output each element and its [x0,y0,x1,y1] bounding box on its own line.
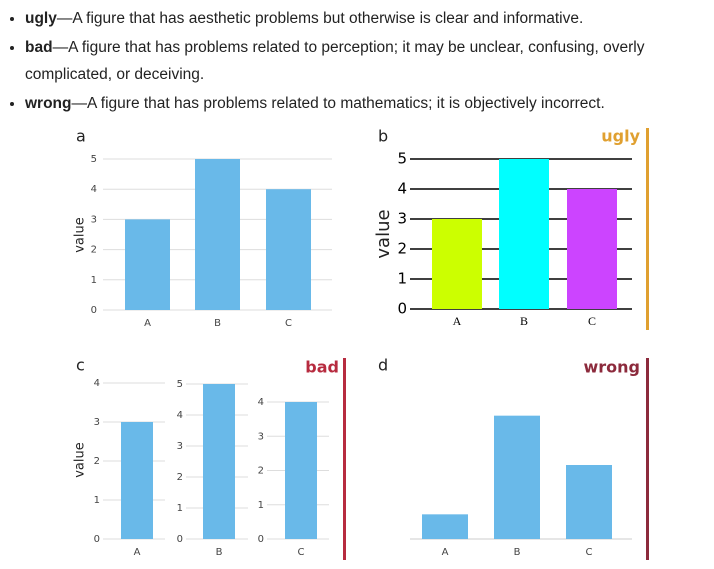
term: bad [25,39,53,56]
y-tick-label: 3 [91,214,97,225]
panel-label: c [76,356,85,375]
x-tick-label: A [453,314,462,328]
x-tick-label: C [298,547,305,558]
y-tick-label: 5 [397,150,407,168]
panel-label: b [378,127,388,146]
x-tick-label: C [588,314,596,328]
y-tick-label: 1 [258,500,264,511]
x-tick-label: A [442,547,449,558]
y-tick-label: 3 [177,441,183,452]
bar [125,219,170,310]
y-tick-label: 1 [177,503,183,514]
panel-label: d [378,356,388,375]
y-tick-label: 1 [94,495,100,506]
bar [203,384,235,539]
y-tick-label: 2 [91,245,97,256]
x-tick-label: A [144,318,151,329]
definition-list: ugly—A figure that has aesthetic problem… [0,5,695,119]
y-axis-label: value [373,209,394,258]
badge-bar [646,128,649,330]
bar [121,422,153,539]
bullet: wrong—A figure that has problems related… [25,90,695,117]
panel-label: a [76,127,86,146]
bar [494,415,540,539]
bar [266,189,311,310]
badge: wrong [583,358,640,377]
y-tick-label: 4 [91,184,97,195]
x-tick-label: B [514,547,521,558]
y-tick-label: 2 [397,240,407,258]
x-tick-label: C [285,318,292,329]
y-tick-label: 5 [91,154,97,165]
bullet: bad—A figure that has problems related t… [25,34,695,88]
definition: —A figure that has aesthetic problems bu… [56,10,584,27]
bar [499,159,549,309]
bar [195,159,240,310]
y-tick-label: 3 [258,431,264,442]
bar [422,514,468,539]
badge-bar [343,358,346,560]
x-tick-label: C [586,547,593,558]
badge: bad [305,358,339,377]
y-tick-label: 3 [397,210,407,228]
bar [285,402,317,539]
y-axis-label: value [73,217,88,253]
term: ugly [25,10,57,27]
y-tick-label: 1 [397,270,407,288]
y-tick-label: 4 [177,410,183,421]
badge-bar [646,358,649,560]
x-tick-label: B [216,547,223,558]
definition: —A figure that has problems related to m… [71,95,605,112]
y-tick-label: 2 [177,472,183,483]
y-tick-label: 2 [94,456,100,467]
bar [566,465,612,539]
y-tick-label: 3 [94,417,100,428]
x-tick-label: B [214,318,221,329]
x-tick-label: B [520,314,528,328]
y-axis-label: value [73,442,88,478]
bar [432,219,482,309]
definition: —A figure that has problems related to p… [25,39,645,83]
bar [567,189,617,309]
y-tick-label: 0 [177,534,183,545]
x-tick-label: A [134,547,141,558]
y-tick-label: 4 [94,378,100,389]
badge: ugly [601,127,640,146]
y-tick-label: 4 [258,397,264,408]
y-tick-label: 0 [258,534,264,545]
y-tick-label: 0 [397,300,407,318]
y-tick-label: 1 [91,275,97,286]
y-tick-label: 0 [91,305,97,316]
bullet: ugly—A figure that has aesthetic problem… [25,5,695,32]
term: wrong [25,95,72,112]
y-tick-label: 5 [177,379,183,390]
y-tick-label: 2 [258,466,264,477]
y-tick-label: 0 [94,534,100,545]
y-tick-label: 4 [397,180,407,198]
